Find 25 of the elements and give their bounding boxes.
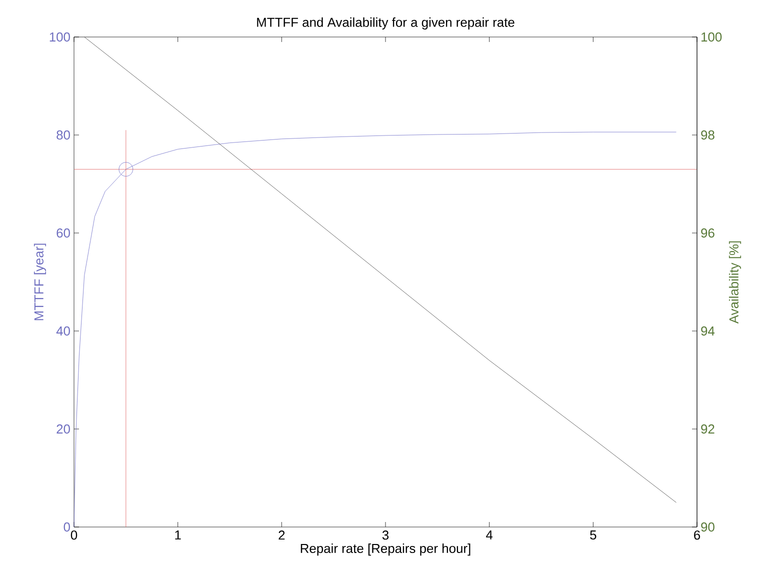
y-tick-label: 80	[56, 130, 70, 140]
y2-tick-label: 92	[701, 424, 714, 434]
y2-axis-title: Availability [%]	[728, 241, 742, 324]
y2-tick-label: 94	[701, 326, 715, 336]
x-axis-title: Repair rate [Repairs per hour]	[300, 544, 470, 556]
y-tick-label: 20	[56, 424, 70, 434]
y2-tick-label: 100	[702, 32, 722, 42]
y2-tick-label: 98	[701, 130, 714, 140]
x-tick-label: 3	[382, 530, 389, 540]
x-tick-label: 0	[70, 530, 78, 540]
y2-tick-label: 96	[701, 228, 714, 238]
x-tick-label: 5	[590, 530, 596, 540]
y-axis-title: MTTFF [year]	[34, 244, 46, 320]
x-tick-label: 1	[175, 530, 181, 540]
x-tick-label: 2	[278, 530, 285, 540]
x-tick-label: 4	[486, 530, 493, 540]
line-series	[74, 132, 676, 528]
y2-tick-label: 90	[701, 522, 714, 532]
chart-title: MTTFF and Availability for a given repair rate	[257, 17, 514, 30]
y-tick-label: 100	[50, 32, 70, 42]
x-tick-label: 6	[694, 530, 700, 540]
y-tick-label: 40	[56, 326, 70, 336]
y-tick-label: 60	[56, 228, 70, 238]
y-tick-label: 0	[64, 522, 70, 532]
line-series	[84, 36, 676, 503]
